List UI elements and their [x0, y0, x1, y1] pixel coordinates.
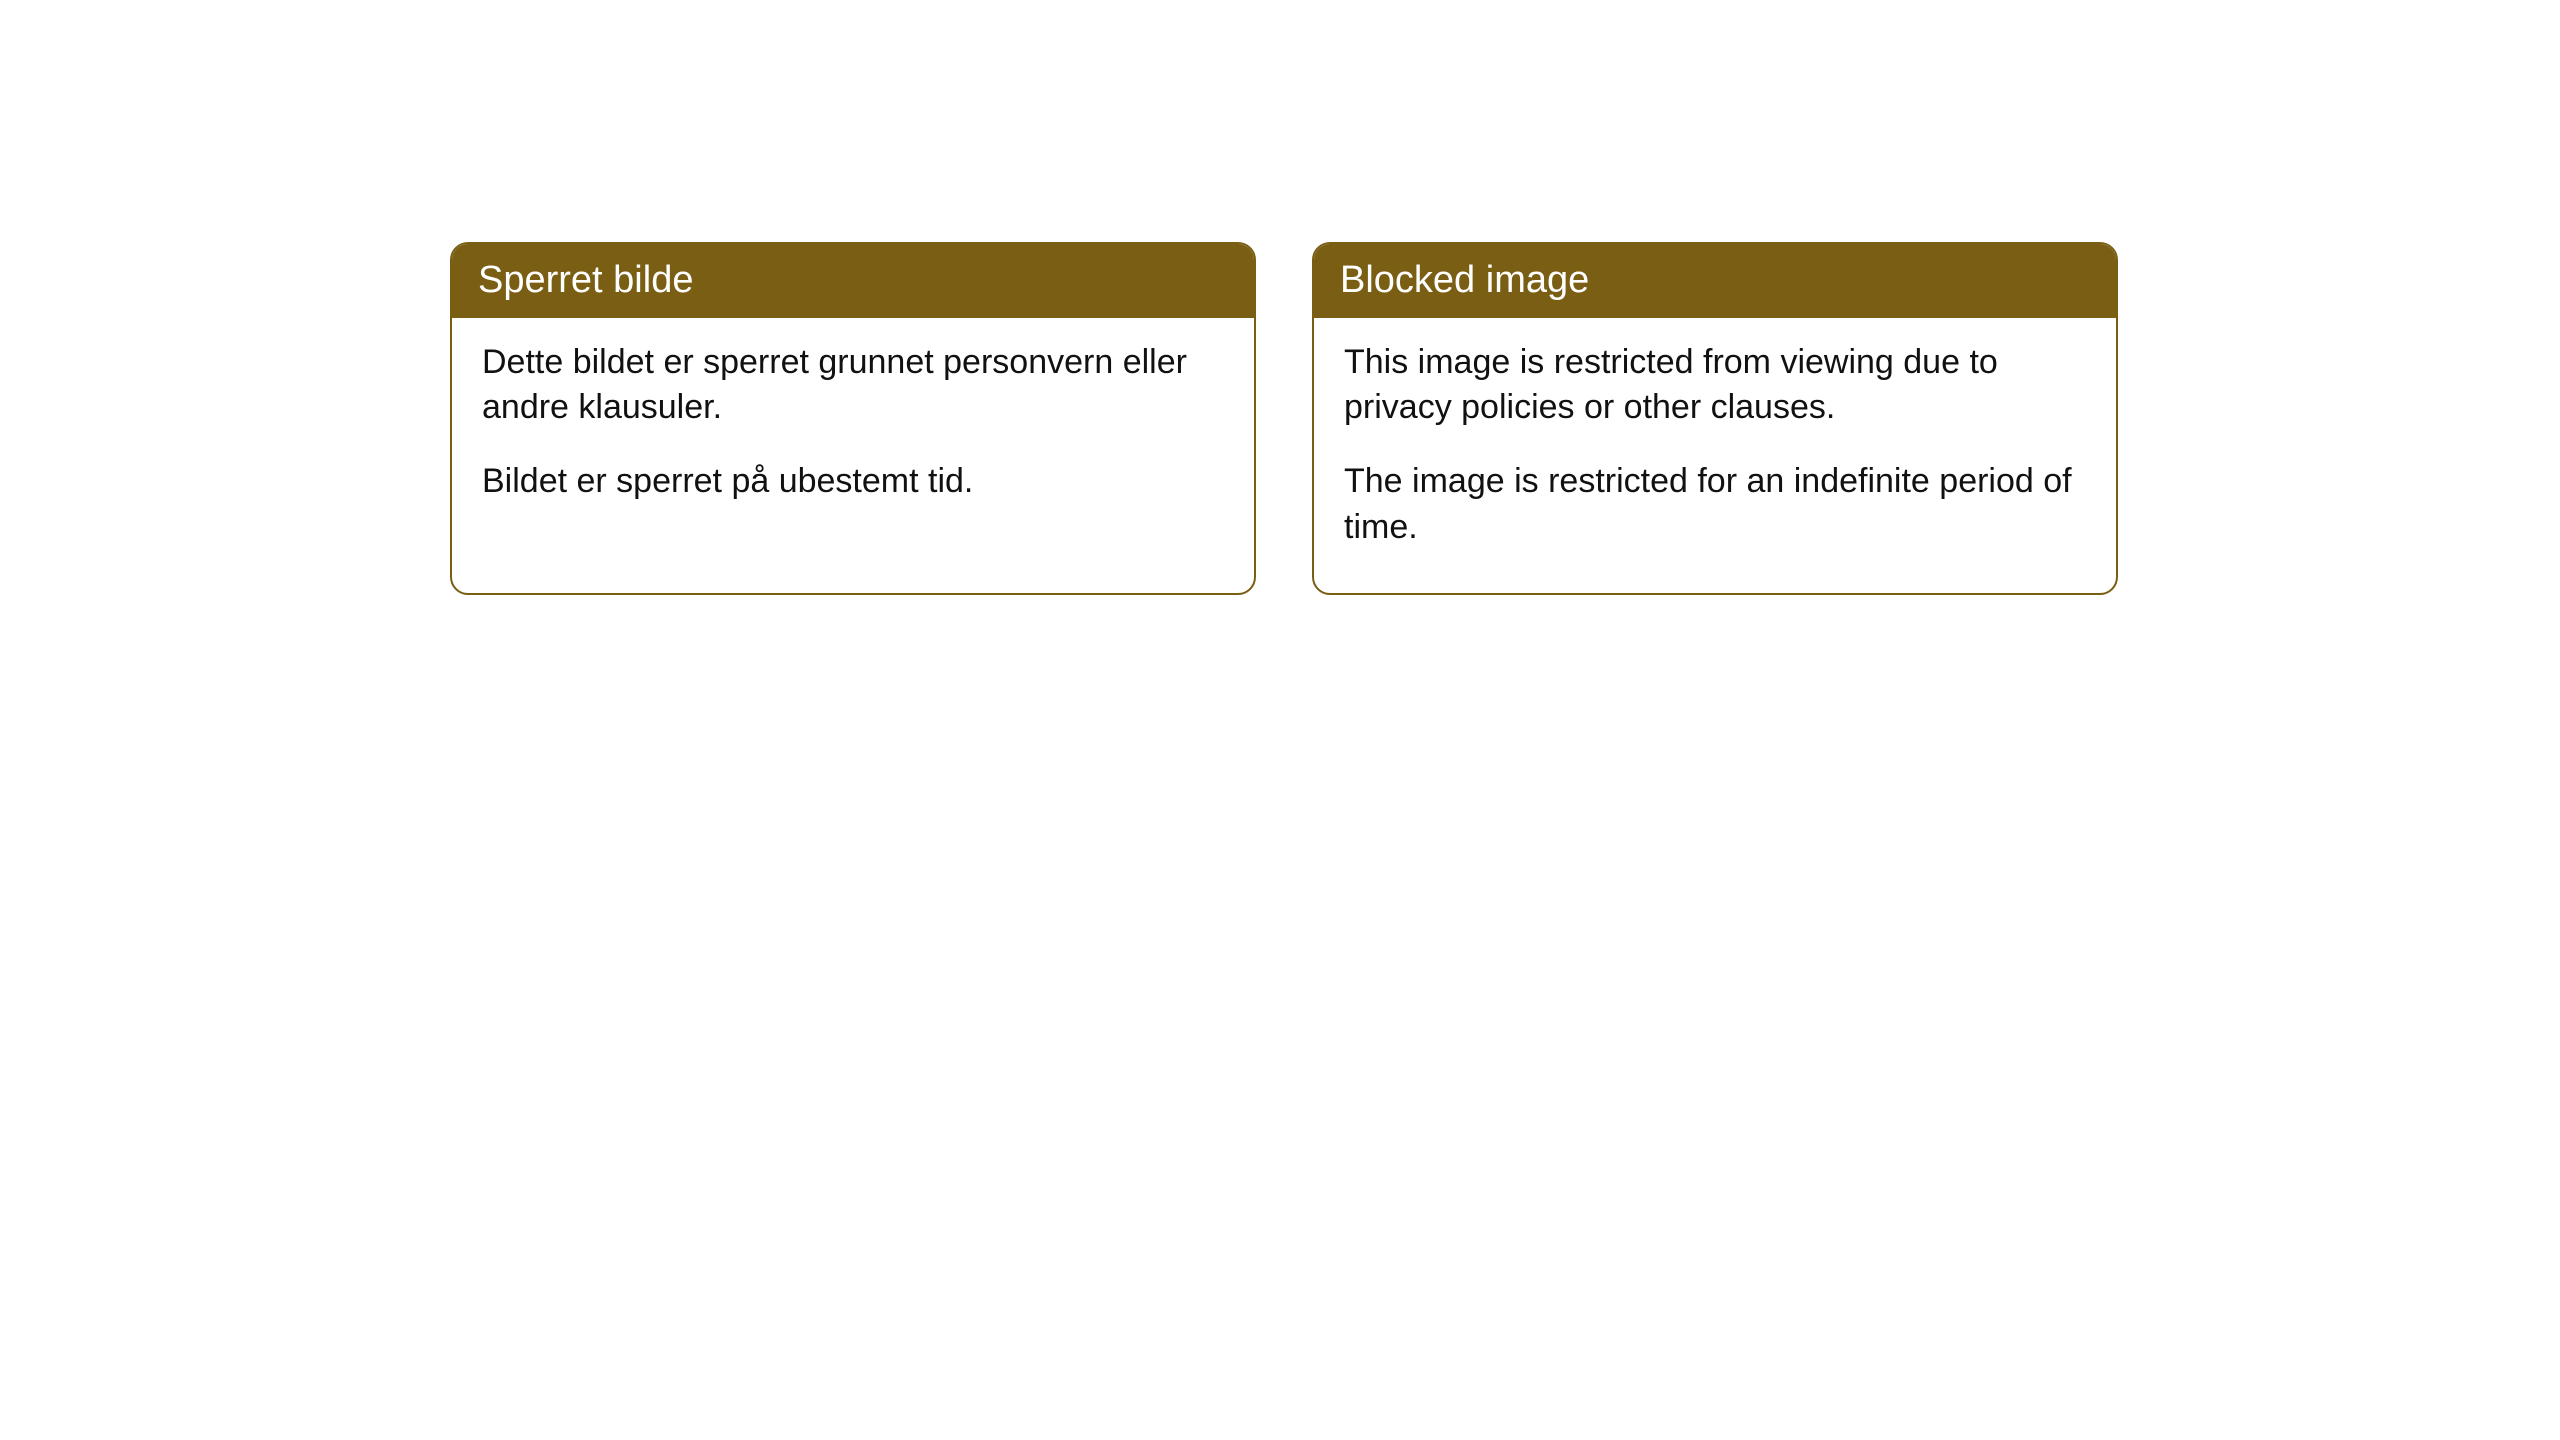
notice-cards-container: Sperret bilde Dette bildet er sperret gr… [450, 242, 2560, 595]
blocked-image-card-norwegian: Sperret bilde Dette bildet er sperret gr… [450, 242, 1256, 595]
card-body-norwegian: Dette bildet er sperret grunnet personve… [452, 318, 1254, 548]
card-text-norwegian-line1: Dette bildet er sperret grunnet personve… [482, 340, 1224, 432]
card-header-norwegian: Sperret bilde [452, 244, 1254, 318]
card-header-english: Blocked image [1314, 244, 2116, 318]
blocked-image-card-english: Blocked image This image is restricted f… [1312, 242, 2118, 595]
card-text-english-line2: The image is restricted for an indefinit… [1344, 459, 2086, 551]
card-text-english-line1: This image is restricted from viewing du… [1344, 340, 2086, 432]
card-body-english: This image is restricted from viewing du… [1314, 318, 2116, 594]
card-text-norwegian-line2: Bildet er sperret på ubestemt tid. [482, 459, 1224, 505]
